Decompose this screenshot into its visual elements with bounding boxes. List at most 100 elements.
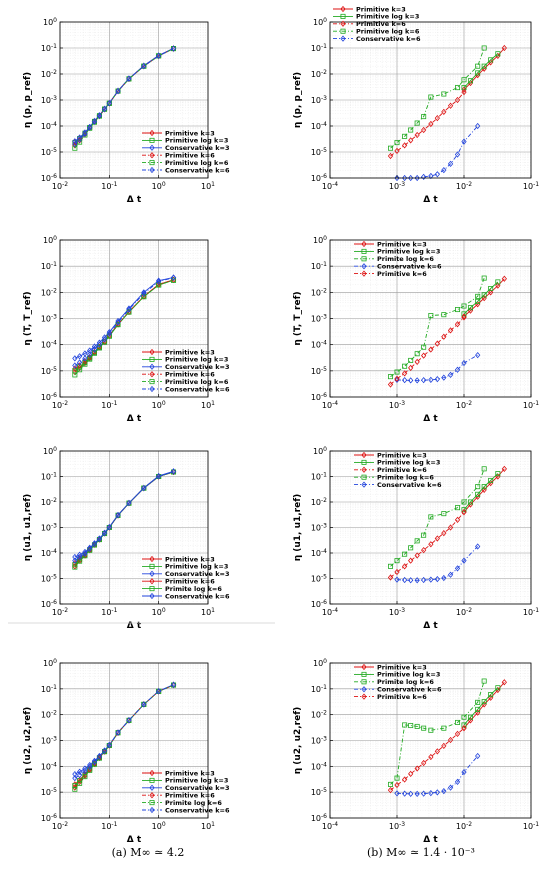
legend-label: Primitive log k=3	[165, 563, 228, 571]
data-point	[488, 692, 494, 698]
y-tick-labels: 10-6 10-5 10-4 10-3 10-2 10-1 100	[41, 17, 63, 183]
data-point	[408, 790, 414, 797]
data-point	[428, 346, 434, 353]
legend-label: Primitive log k=6	[165, 159, 229, 167]
data-point	[461, 314, 467, 321]
y-tick-label: 10-4	[311, 340, 327, 350]
data-point	[340, 35, 346, 42]
data-point	[156, 278, 162, 285]
data-point	[495, 279, 501, 285]
series-3	[387, 509, 467, 581]
x-tick-label: 100	[152, 181, 166, 191]
data-point	[72, 564, 78, 570]
y-tick-labels: 10-6 10-5 10-4 10-3 10-2 10-1 100	[311, 658, 333, 823]
data-point	[428, 753, 434, 761]
data-point	[408, 137, 414, 144]
data-point	[475, 122, 481, 130]
data-point	[441, 108, 447, 115]
data-point	[495, 685, 501, 691]
x-tick-labels: 10-2 10-1 100 101	[52, 394, 215, 410]
y-tick-labels: 10-6 10-5 10-4 10-3 10-2 10-1 100	[41, 235, 63, 402]
x-tick-label: 10-1	[523, 400, 539, 410]
x-tick-label: 10-3	[389, 607, 405, 617]
x-tick-label: 10-3	[389, 821, 405, 831]
data-point	[340, 13, 346, 19]
legend-label: Primitive k=3	[377, 451, 427, 459]
legend-label: Conservative k=6	[165, 592, 230, 600]
data-point	[481, 292, 487, 298]
y-tick-label: 100	[313, 17, 327, 27]
data-point	[361, 459, 367, 465]
data-point	[149, 806, 155, 814]
data-point	[96, 753, 103, 760]
x-axis-label: Δ t	[127, 621, 142, 631]
data-point	[394, 369, 400, 375]
y-tick-label: 10-5	[41, 366, 57, 376]
data-point	[441, 333, 447, 340]
data-point	[475, 70, 481, 76]
data-point	[96, 341, 103, 348]
y-tick-label: 10-5	[311, 147, 327, 157]
data-point	[388, 374, 394, 380]
data-point	[77, 359, 83, 366]
data-point	[434, 575, 440, 583]
data-point	[441, 91, 447, 97]
data-point	[91, 118, 98, 125]
legend-label: Primitive k=3	[377, 240, 427, 248]
data-point	[171, 277, 177, 283]
data-point	[77, 353, 83, 360]
data-point	[72, 770, 78, 778]
data-point	[77, 780, 83, 786]
y-tick-label: 10-4	[311, 761, 327, 771]
data-point	[82, 130, 88, 137]
data-point	[414, 765, 420, 772]
series-line	[74, 48, 174, 145]
data-point	[87, 545, 93, 553]
data-point	[475, 699, 481, 705]
y-tick-label: 10-1	[41, 43, 57, 53]
y-tick-label: 10-6	[41, 173, 57, 183]
data-point	[340, 28, 346, 34]
data-point	[141, 294, 147, 300]
y-tick-label: 10-4	[41, 761, 57, 771]
data-point	[421, 173, 427, 181]
series-line	[463, 281, 499, 315]
x-tick-labels: 10-2 10-1 100 101	[52, 601, 215, 617]
legend-label: Primitive log k=3	[377, 248, 440, 256]
data-point	[501, 275, 507, 282]
data-point	[394, 140, 400, 146]
data-point	[394, 147, 400, 155]
data-point	[475, 293, 481, 299]
data-point	[394, 174, 400, 182]
data-point	[149, 769, 155, 777]
y-tick-label: 10-1	[41, 261, 57, 271]
data-point	[421, 546, 427, 554]
data-point	[340, 5, 346, 13]
data-point	[149, 385, 155, 393]
data-point	[87, 767, 93, 773]
y-tick-label: 100	[43, 446, 57, 456]
legend-label: Primitive k=3	[165, 129, 215, 137]
x-tick-label: 10-2	[456, 607, 472, 617]
data-point	[428, 727, 434, 733]
series-6	[72, 274, 177, 369]
data-point	[72, 365, 78, 372]
data-point	[361, 686, 367, 693]
data-point	[156, 473, 162, 480]
data-point	[361, 474, 367, 480]
data-point	[461, 768, 467, 776]
data-point	[402, 563, 408, 570]
y-tick-labels: 10-6 10-5 10-4 10-3 10-2 10-1 100	[311, 17, 333, 183]
y-axis-label: η (T, T_ref)	[293, 291, 303, 345]
data-point	[408, 357, 414, 363]
y-tick-label: 10-2	[311, 69, 327, 79]
data-point	[101, 747, 108, 755]
legend-label: Primitive k=3	[356, 5, 406, 13]
data-point	[488, 286, 494, 292]
data-point	[149, 129, 155, 137]
data-point	[149, 586, 155, 592]
data-point	[82, 550, 88, 557]
chart-panel: 10-4 10-3 10-2 10-1 10-6 10-5 10-4 10-3 10-2 10-1…	[293, 235, 539, 424]
